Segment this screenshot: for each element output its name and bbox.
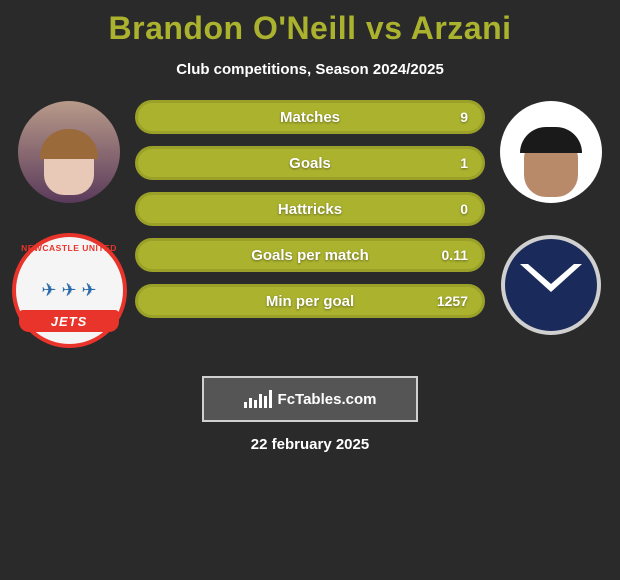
stat-right-value: 0.11 xyxy=(442,247,468,263)
stat-right-value: 1257 xyxy=(437,293,468,309)
club-left-badge: NEWCASTLE UNITED ✈ ✈ ✈ JETS xyxy=(12,233,127,348)
page-subtitle: Club competitions, Season 2024/2025 xyxy=(176,61,444,78)
stat-bar-min-per-goal: Min per goal 1257 xyxy=(135,284,485,318)
stat-bar-goals: Goals 1 xyxy=(135,146,485,180)
chevron-icon xyxy=(520,254,582,316)
avatar-head-icon xyxy=(44,135,94,195)
club-left-arc-text: NEWCASTLE UNITED xyxy=(21,243,117,253)
page-title: Brandon O'Neill vs Arzani xyxy=(109,10,512,47)
stat-label: Hattricks xyxy=(278,201,342,218)
stat-bar-matches: Matches 9 xyxy=(135,100,485,134)
stat-right-value: 0 xyxy=(460,201,468,217)
player-right-avatar xyxy=(500,101,602,203)
stat-label: Matches xyxy=(280,109,340,126)
stat-label: Min per goal xyxy=(266,293,354,310)
stat-right-value: 1 xyxy=(460,155,468,171)
stat-bar-goals-per-match: Goals per match 0.11 xyxy=(135,238,485,272)
stat-label: Goals xyxy=(289,155,331,172)
player-left-avatar xyxy=(18,101,120,203)
avatar-head-icon xyxy=(524,133,578,197)
stat-label: Goals per match xyxy=(251,247,369,264)
stat-right-value: 9 xyxy=(460,109,468,125)
stat-bar-hattricks: Hattricks 0 xyxy=(135,192,485,226)
club-left-banner: JETS xyxy=(19,310,119,332)
date-text: 22 february 2025 xyxy=(251,436,369,453)
attribution-logo-box: FcTables.com xyxy=(202,376,418,422)
club-right-badge xyxy=(501,235,601,335)
jet-icon: ✈ ✈ ✈ xyxy=(41,280,96,301)
stats-column: Matches 9 Goals 1 Hattricks 0 Goals per … xyxy=(135,96,485,318)
page-root: Brandon O'Neill vs Arzani Club competiti… xyxy=(0,0,620,453)
comparison-grid: NEWCASTLE UNITED ✈ ✈ ✈ JETS Matches 9 Go… xyxy=(9,96,611,348)
attribution-text: FcTables.com xyxy=(278,391,377,408)
bar-chart-icon xyxy=(244,390,272,408)
